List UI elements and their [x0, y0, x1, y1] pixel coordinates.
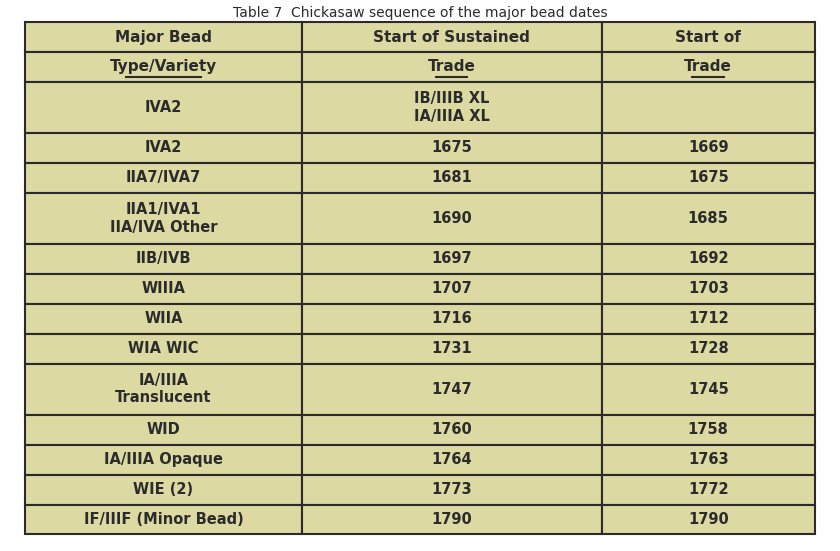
Bar	[302, 82, 601, 133]
Text: IB/IIIB XL
IA/IIIA XL: IB/IIIB XL IA/IIIA XL	[413, 91, 490, 123]
Text: 1690: 1690	[431, 211, 472, 226]
Text: 1692: 1692	[688, 251, 728, 266]
Text: IVA2: IVA2	[144, 141, 182, 155]
Bar	[302, 304, 601, 334]
Bar	[302, 22, 601, 52]
Text: IIB/IVB: IIB/IVB	[135, 251, 192, 266]
Bar	[25, 193, 302, 244]
Text: Type/Variety: Type/Variety	[110, 60, 217, 74]
Text: 1745: 1745	[688, 382, 728, 397]
Text: WIIA: WIIA	[144, 311, 182, 326]
Text: 1790: 1790	[688, 512, 728, 527]
Text: 1760: 1760	[431, 422, 472, 437]
Text: 1703: 1703	[688, 281, 728, 296]
Text: 1707: 1707	[431, 281, 472, 296]
Text: 1697: 1697	[431, 251, 472, 266]
Bar	[302, 133, 601, 163]
Bar	[601, 505, 815, 534]
Bar	[302, 163, 601, 193]
Bar	[25, 474, 302, 505]
Text: IA/IIIA Opaque: IA/IIIA Opaque	[104, 452, 223, 467]
Text: Trade: Trade	[428, 60, 475, 74]
Text: 1675: 1675	[431, 141, 472, 155]
Bar	[601, 274, 815, 304]
Bar	[601, 304, 815, 334]
Bar	[302, 474, 601, 505]
Text: 1763: 1763	[688, 452, 728, 467]
Bar	[25, 334, 302, 364]
Text: Table 7  Chickasaw sequence of the major bead dates: Table 7 Chickasaw sequence of the major …	[233, 6, 607, 19]
Text: 1747: 1747	[431, 382, 472, 397]
Bar	[601, 163, 815, 193]
Text: WIA WIC: WIA WIC	[129, 341, 198, 356]
Text: WIE (2): WIE (2)	[134, 482, 193, 497]
Text: 1669: 1669	[688, 141, 728, 155]
Bar	[25, 82, 302, 133]
Bar	[25, 445, 302, 474]
Bar	[25, 304, 302, 334]
Bar	[25, 244, 302, 274]
Bar	[601, 193, 815, 244]
Bar	[601, 133, 815, 163]
Text: IVA2: IVA2	[144, 100, 182, 115]
Bar	[601, 334, 815, 364]
Bar	[302, 445, 601, 474]
Bar	[25, 163, 302, 193]
Bar	[25, 505, 302, 534]
Text: IIA1/IVA1
IIA/IVA Other: IIA1/IVA1 IIA/IVA Other	[110, 202, 217, 235]
Bar	[601, 445, 815, 474]
Bar	[25, 364, 302, 414]
Bar	[25, 52, 302, 82]
Bar	[25, 133, 302, 163]
Bar	[302, 274, 601, 304]
Text: Major Bead: Major Bead	[115, 30, 212, 45]
Bar	[25, 22, 302, 52]
Bar	[601, 364, 815, 414]
Text: 1712: 1712	[688, 311, 728, 326]
Text: 1685: 1685	[688, 211, 728, 226]
Text: 1790: 1790	[431, 512, 472, 527]
Bar	[601, 244, 815, 274]
Text: IIA7/IVA7: IIA7/IVA7	[126, 170, 201, 185]
Text: WIIIA: WIIIA	[141, 281, 186, 296]
Text: 1773: 1773	[431, 482, 472, 497]
Bar	[302, 505, 601, 534]
Bar	[302, 244, 601, 274]
Text: 1675: 1675	[688, 170, 728, 185]
Bar	[25, 414, 302, 445]
Bar	[601, 22, 815, 52]
Text: IF/IIIF (Minor Bead): IF/IIIF (Minor Bead)	[83, 512, 244, 527]
Bar	[601, 414, 815, 445]
Text: Trade: Trade	[685, 60, 732, 74]
Bar	[601, 82, 815, 133]
Bar	[302, 414, 601, 445]
Text: WID: WID	[146, 422, 181, 437]
Text: 1716: 1716	[431, 311, 472, 326]
Bar	[601, 52, 815, 82]
Text: 1758: 1758	[688, 422, 728, 437]
Bar	[601, 474, 815, 505]
Text: Start of Sustained: Start of Sustained	[373, 30, 530, 45]
Text: 1731: 1731	[431, 341, 472, 356]
Text: IA/IIIA
Translucent: IA/IIIA Translucent	[115, 373, 212, 406]
Text: 1764: 1764	[431, 452, 472, 467]
Bar	[302, 364, 601, 414]
Text: 1728: 1728	[688, 341, 728, 356]
Text: 1681: 1681	[431, 170, 472, 185]
Text: Start of: Start of	[675, 30, 741, 45]
Bar	[302, 193, 601, 244]
Bar	[25, 274, 302, 304]
Bar	[302, 52, 601, 82]
Text: 1772: 1772	[688, 482, 728, 497]
Bar	[302, 334, 601, 364]
